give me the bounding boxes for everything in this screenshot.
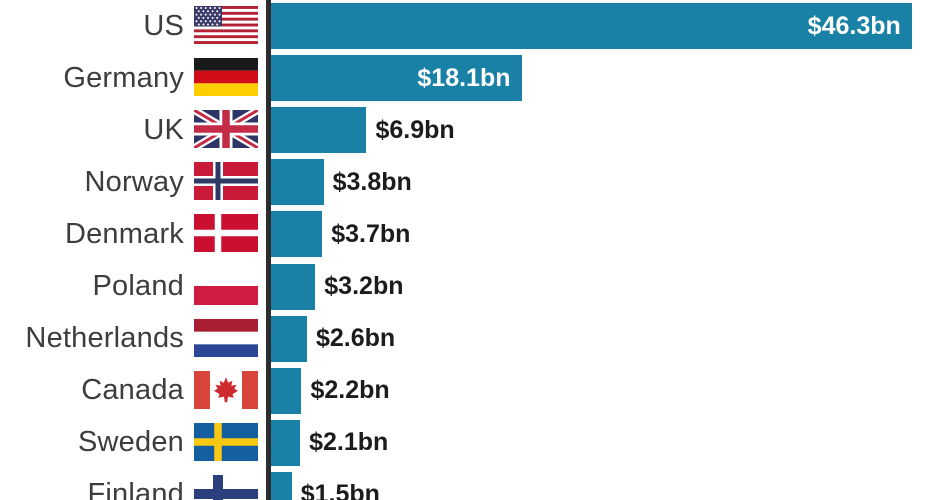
chart-row-norway: Norway $3.8bn [0,156,950,208]
value-label: $18.1bn [417,63,511,92]
poland-flag-icon [194,266,258,305]
germany-flag-icon [194,58,258,97]
value-label: $3.8bn [332,167,412,196]
sweden-flag-icon [194,422,258,461]
value-label: $3.7bn [331,219,411,248]
chart-row-uk: UK $6.9bn [0,104,950,156]
chart-row-germany: Germany $18.1bn [0,52,950,104]
norway-flag-icon [194,162,258,201]
bar [271,315,307,362]
netherlands-flag-icon [194,318,258,357]
denmark-flag-icon [194,214,258,253]
value-label: $1.5bn [300,480,380,500]
chart-row-canada: Canada $2.2bn [0,365,950,417]
country-label: US [143,9,184,42]
y-axis-line [266,0,271,500]
bar [271,159,324,206]
bar [271,367,302,414]
value-label: $2.1bn [309,428,389,457]
chart-row-us: US $46.3bn [0,0,950,52]
country-label: Sweden [78,426,184,459]
country-label: Norway [84,165,184,198]
chart-row-sweden: Sweden $2.1bn [0,417,950,469]
chart-row-netherlands: Netherlands $2.6bn [0,313,950,365]
bar: $18.1bn [271,55,522,102]
chart-row-denmark: Denmark $3.7bn [0,208,950,260]
bar [271,471,292,500]
value-label: $46.3bn [807,11,901,40]
bar [271,107,367,154]
value-label: $6.9bn [375,115,455,144]
country-label: Netherlands [25,322,184,355]
chart-row-finland: Finland $1.5bn [0,469,950,500]
country-label: Canada [81,374,184,407]
country-label: Germany [63,61,184,94]
value-label: $3.2bn [324,272,404,300]
canada-flag-icon [194,370,258,409]
us-flag-icon [194,6,258,44]
country-label: Denmark [64,217,184,250]
country-label: Poland [92,270,184,303]
country-label: Finland [87,478,184,500]
bar: $46.3bn [271,3,912,49]
country-label: UK [143,113,184,146]
value-label: $2.6bn [315,324,396,353]
bar [271,263,316,310]
bar [271,419,301,466]
bar [271,211,323,258]
chart-row-poland: Poland $3.2bn [0,261,950,313]
uk-flag-icon [194,110,258,149]
value-label: $2.2bn [310,376,390,405]
finland-flag-icon [194,474,258,500]
